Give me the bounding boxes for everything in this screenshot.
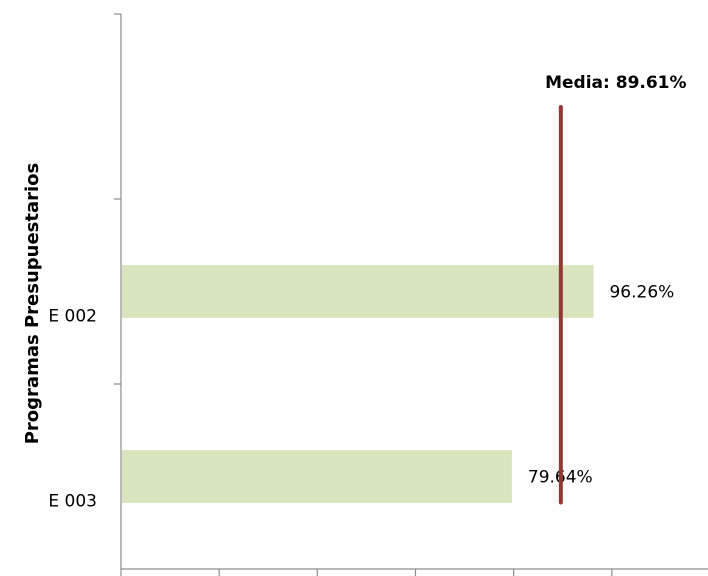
axes bbox=[114, 13, 708, 576]
category-label: E 003 bbox=[48, 492, 97, 512]
mean-label: Media: 89.61% bbox=[545, 73, 686, 93]
category-label: E 002 bbox=[48, 307, 97, 327]
data-label: 96.26% bbox=[609, 283, 674, 303]
bar-e-002 bbox=[122, 265, 594, 318]
bars bbox=[122, 265, 594, 503]
bar-e-003 bbox=[122, 450, 512, 503]
y-axis-label: Programas Presupuestarios bbox=[22, 163, 43, 445]
